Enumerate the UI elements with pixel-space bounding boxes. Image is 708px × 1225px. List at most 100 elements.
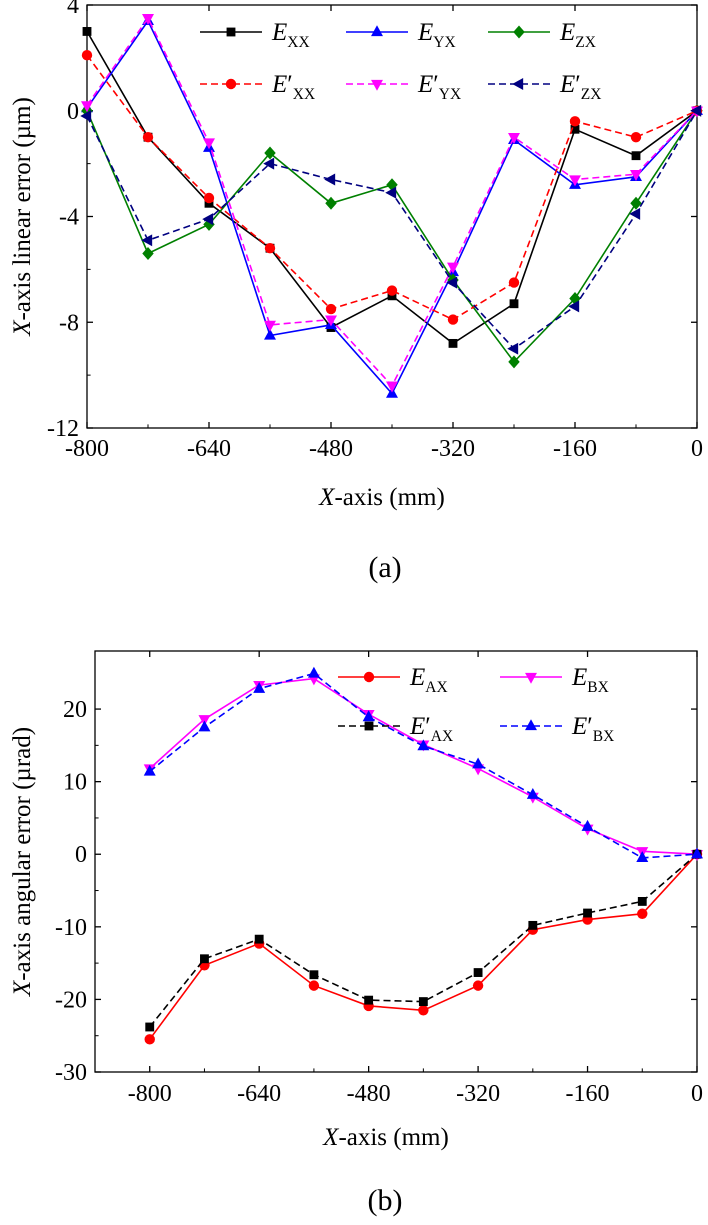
legend-label-sub: ZX	[575, 34, 596, 51]
legend-label-sub: XX	[293, 86, 315, 103]
y-tick-label: -30	[55, 1060, 87, 1086]
legend-item: E′ZX	[488, 71, 601, 103]
data-point	[264, 328, 276, 340]
legend-label: EYX	[417, 19, 456, 51]
legend-label-prime: ′	[287, 71, 292, 98]
data-point	[362, 710, 375, 722]
legend-label-main: E	[271, 71, 287, 98]
data-point	[202, 213, 214, 226]
y-tick-label: 20	[63, 697, 87, 723]
legend-label: EAX	[409, 664, 448, 696]
legend-label-main: E	[417, 71, 433, 98]
data-point	[144, 1034, 155, 1045]
y-tick-label: -8	[59, 310, 79, 336]
x-axis-title: X-axis (mm)	[318, 484, 445, 511]
data-point	[631, 151, 641, 161]
series-E'_AX	[145, 849, 702, 1032]
series-line	[86, 19, 698, 396]
legend-label-sub: BX	[587, 679, 609, 696]
legend-label-sub: AX	[425, 679, 447, 696]
data-point	[508, 355, 520, 369]
data-point	[417, 739, 430, 751]
data-point	[447, 262, 459, 274]
data-point	[570, 124, 580, 134]
data-point	[142, 131, 154, 143]
legend-label: EXX	[271, 19, 310, 51]
x-tick-label: 0	[691, 436, 703, 462]
x-axis-title-rest: -axis (mm)	[338, 1124, 448, 1151]
x-tick-label: -640	[237, 1081, 281, 1107]
data-point	[308, 980, 320, 991]
data-point	[142, 14, 154, 25]
chart-panel-1: -800 -640 -480 -320 -160 0-30-20-1001020X-axi…	[9, 650, 703, 1217]
data-point	[253, 681, 266, 693]
x-tick-label: -160	[566, 1081, 610, 1107]
data-point	[142, 247, 154, 261]
data-point	[386, 381, 398, 393]
data-point	[141, 234, 153, 247]
data-point	[324, 173, 336, 186]
data-point	[145, 1022, 155, 1032]
series-E_AX	[144, 849, 703, 1045]
legend-marker	[364, 721, 374, 731]
data-point	[80, 110, 92, 123]
legend-label: EBX	[571, 664, 609, 696]
legend-label-sub: BX	[593, 728, 615, 745]
legend-label-main: E	[271, 19, 287, 46]
plot-frame	[94, 650, 698, 1073]
legend-label-sub: YX	[433, 34, 455, 51]
legend-marker	[363, 671, 375, 683]
data-point	[200, 954, 209, 964]
data-point	[473, 968, 483, 977]
data-point	[418, 997, 428, 1007]
legend-label-prime: ′	[587, 713, 592, 740]
legend-item: EYX	[346, 19, 456, 51]
data-point	[309, 970, 319, 980]
x-tick-label: -480	[347, 1081, 391, 1107]
data-point	[629, 207, 641, 220]
legend-label-prime: ′	[433, 71, 438, 98]
data-point	[203, 138, 215, 150]
x-tick-label: -800	[128, 1081, 172, 1107]
x-axis-title-italic: X	[318, 484, 336, 511]
x-tick-label: -480	[309, 436, 353, 462]
data-point	[263, 157, 275, 170]
series-line	[86, 110, 698, 350]
data-point	[81, 50, 93, 61]
legend-label-main: E	[409, 713, 425, 740]
legend-marker	[371, 79, 383, 91]
data-point	[583, 908, 592, 918]
legend-label-main: E	[559, 71, 575, 98]
data-point	[630, 196, 642, 210]
legend-label-main: E	[571, 664, 587, 691]
y-tick-label: 0	[67, 99, 79, 125]
x-tick-label: -160	[553, 436, 597, 462]
data-point	[264, 320, 276, 332]
y-tick-label: -12	[47, 416, 79, 442]
y-axis-title: X-axis linear error (µm)	[9, 97, 36, 337]
series-E_BX	[143, 674, 703, 862]
x-axis-title-italic: X	[322, 1124, 340, 1151]
data-point	[690, 104, 702, 117]
legend-label: E′BX	[571, 713, 614, 745]
legend-label: E′YX	[417, 71, 461, 103]
legend-marker	[525, 719, 537, 731]
series-line	[86, 54, 698, 321]
data-point	[528, 920, 538, 930]
x-tick-label: -800	[65, 436, 109, 462]
legend-item: EAX	[338, 664, 448, 696]
x-tick-label: -640	[187, 436, 231, 462]
legend-marker	[513, 25, 525, 39]
y-tick-label: -10	[55, 915, 87, 941]
data-point	[387, 291, 397, 301]
data-point	[325, 196, 337, 210]
legend-item: E′BX	[500, 713, 614, 745]
x-tick-label: -320	[456, 1081, 500, 1107]
legend-label-sub: AX	[431, 728, 453, 745]
data-point	[637, 908, 648, 919]
legend-label-main: E	[571, 713, 587, 740]
data-point	[447, 314, 459, 325]
